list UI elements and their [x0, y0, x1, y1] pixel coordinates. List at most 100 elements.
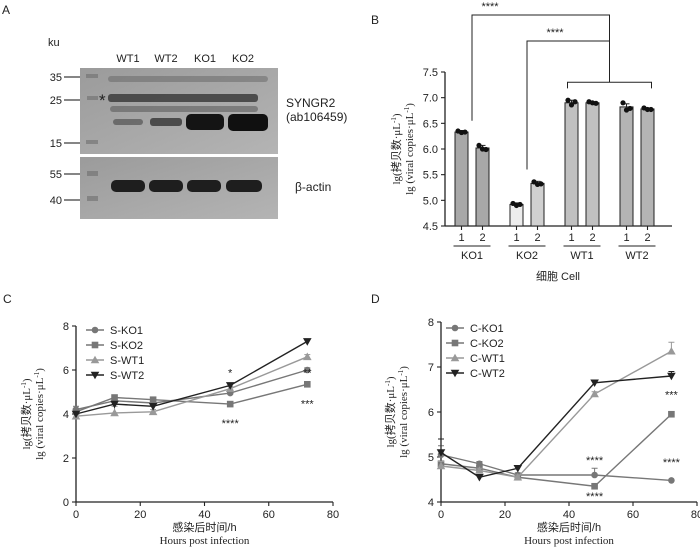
data-point	[149, 396, 157, 403]
data-point	[627, 105, 633, 112]
bar	[564, 102, 579, 227]
legend-marker	[91, 326, 99, 334]
data-point	[483, 146, 489, 153]
legend-marker	[451, 339, 459, 347]
data-point	[110, 408, 119, 417]
x-tick-label: 80	[691, 509, 700, 521]
y-tick-label: 7.0	[423, 93, 438, 105]
panel-d: D 45678020406080C-KO1C-KO2C-WT1C-WT2****…	[371, 292, 700, 547]
y-tick-label: 5.5	[423, 170, 438, 182]
lane-label-4: KO2	[232, 53, 254, 65]
x-tick-label: 1	[568, 232, 574, 244]
beta-actin-blot	[80, 157, 278, 219]
nonspecific-asterisk: *	[99, 91, 106, 110]
significance-label: ****	[586, 491, 604, 503]
data-point	[565, 97, 571, 103]
data-point	[648, 106, 654, 113]
x-axis-label-cn: 感染后时间/h	[172, 520, 236, 534]
lane-label-2: WT2	[154, 53, 177, 65]
legend-label: S-KO1	[110, 325, 143, 337]
bar	[475, 147, 490, 227]
ku-unit-label: ku	[48, 37, 60, 49]
data-point	[538, 181, 544, 187]
panel-d-letter: D	[371, 292, 380, 306]
legend-label: S-KO2	[110, 340, 143, 352]
data-point	[226, 400, 234, 408]
marker-40: 40	[50, 195, 62, 207]
y-tick-label: 2	[63, 453, 69, 465]
y-tick-label: 4	[428, 497, 434, 509]
x-tick-label: 80	[327, 509, 339, 521]
x-tick-label: 2	[534, 232, 540, 244]
y-tick-label: 5.0	[423, 195, 438, 207]
legend-label: C-WT2	[470, 368, 505, 380]
bar	[619, 106, 634, 227]
x-tick-label: 0	[438, 509, 444, 521]
data-point	[303, 338, 312, 346]
y-tick-label: 8	[63, 321, 69, 333]
bar	[530, 182, 545, 227]
data-point	[667, 372, 676, 381]
bar	[585, 102, 600, 227]
legend-label: C-KO1	[470, 323, 504, 335]
legend-marker	[90, 355, 100, 364]
y-tick-label: 6.0	[423, 144, 438, 156]
bar	[454, 131, 469, 227]
legend-label: C-WT1	[470, 353, 505, 365]
data-point	[71, 410, 81, 419]
y-axis-label: lg(拷贝数·μL-1)lg (viral copies·μL-1)	[383, 366, 410, 458]
x-tick-label: 2	[479, 232, 485, 244]
data-point	[225, 382, 235, 390]
data-point	[593, 100, 599, 106]
bar	[640, 108, 655, 227]
significance-label: ****	[546, 27, 564, 39]
significance-label: ***	[665, 390, 679, 402]
data-point	[476, 142, 482, 149]
x-tick-label: 40	[563, 509, 575, 521]
y-tick-label: 0	[63, 497, 69, 509]
data-point	[148, 407, 158, 416]
legend-marker	[450, 369, 460, 378]
significance-label: *	[228, 368, 233, 380]
series-line	[440, 375, 672, 478]
marker-25: 25	[50, 95, 62, 107]
data-point	[668, 477, 675, 484]
group-label: KO2	[516, 250, 538, 262]
data-point	[667, 346, 676, 355]
data-point	[111, 394, 118, 401]
loading-control-label: β-actin	[295, 180, 331, 194]
y-tick-label: 7	[428, 362, 434, 374]
data-point	[568, 102, 575, 108]
panel-a: A ku WT1 WT2 KO1 KO2	[2, 3, 347, 219]
x-axis-label-en: Hours post infection	[160, 535, 250, 547]
x-axis-label: 细胞 Cell	[536, 270, 580, 283]
significance-label: **	[303, 368, 312, 380]
data-point	[517, 201, 523, 208]
legend-marker	[451, 324, 459, 332]
panel-b: B 4.5 5.0 5.5 6.0 6.5 7.0 7.5 1 2 1 2 1 2 1 2 KO1 KO2 WT1…	[371, 1, 672, 283]
data-point	[591, 482, 598, 490]
wt-group-bracket	[567, 81, 652, 89]
x-tick-label: 60	[627, 509, 639, 521]
data-point	[513, 472, 523, 481]
data-point	[590, 379, 599, 388]
x-tick-label: 2	[644, 232, 650, 244]
data-point	[110, 400, 119, 409]
y-tick-label: 6.5	[423, 118, 438, 130]
x-tick-label: 40	[198, 509, 210, 521]
significance-label: ****	[663, 457, 681, 469]
x-tick-label: 60	[263, 509, 275, 521]
data-point	[513, 464, 523, 473]
data-point	[303, 352, 312, 361]
panel-b-letter: B	[371, 13, 379, 27]
group-label: KO1	[461, 250, 483, 262]
x-tick-label: 20	[134, 509, 146, 521]
significance-label: ****	[481, 1, 499, 13]
y-axis-label: lg(拷贝数·μL-1)lg (viral copies·μL-1)	[19, 368, 46, 460]
group-label: WT2	[625, 250, 648, 262]
significance-label: ****	[586, 455, 604, 467]
legend-marker	[450, 353, 460, 362]
syngr2-blot	[80, 68, 278, 154]
